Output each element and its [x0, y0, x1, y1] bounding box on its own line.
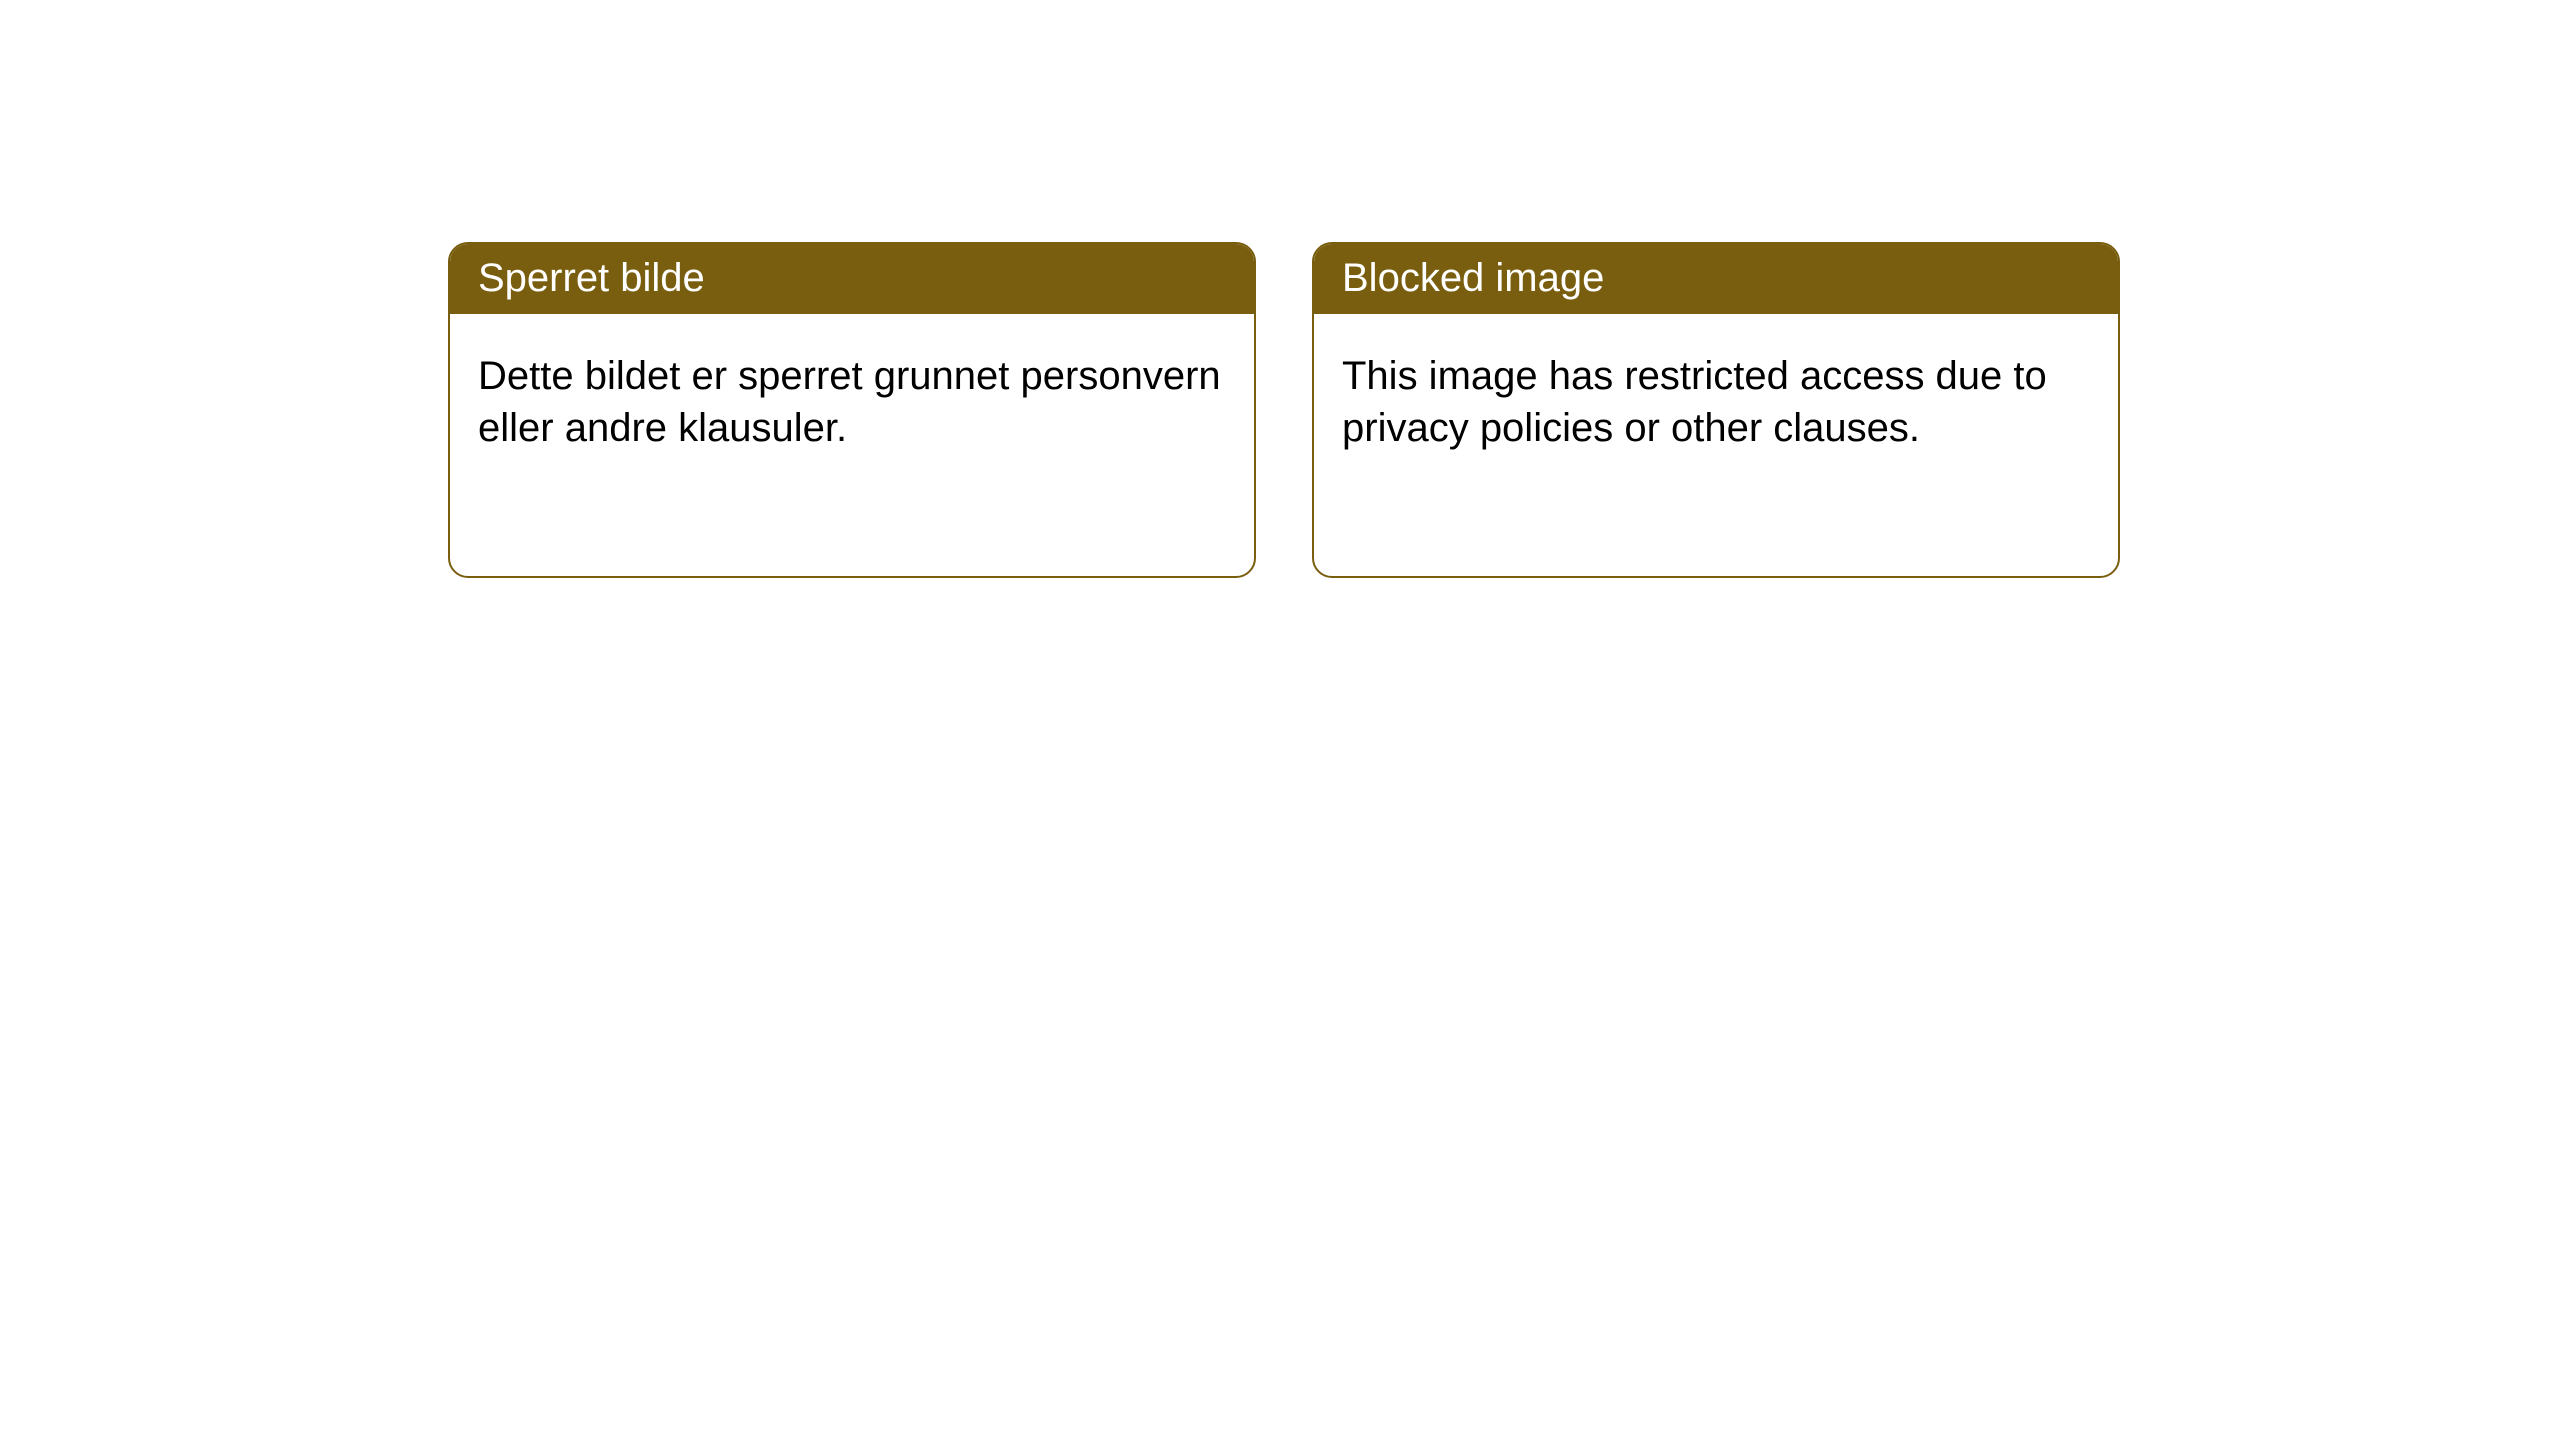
notice-cards-container: Sperret bilde Dette bildet er sperret gr…	[0, 0, 2560, 578]
card-header: Sperret bilde	[450, 244, 1254, 314]
card-body-text: This image has restricted access due to …	[1342, 354, 2047, 450]
card-title: Blocked image	[1342, 256, 1604, 300]
card-title: Sperret bilde	[478, 256, 705, 300]
card-header: Blocked image	[1314, 244, 2118, 314]
notice-card-english: Blocked image This image has restricted …	[1312, 242, 2120, 578]
card-body: This image has restricted access due to …	[1314, 314, 2118, 490]
card-body-text: Dette bildet er sperret grunnet personve…	[478, 354, 1221, 450]
notice-card-norwegian: Sperret bilde Dette bildet er sperret gr…	[448, 242, 1256, 578]
card-body: Dette bildet er sperret grunnet personve…	[450, 314, 1254, 490]
